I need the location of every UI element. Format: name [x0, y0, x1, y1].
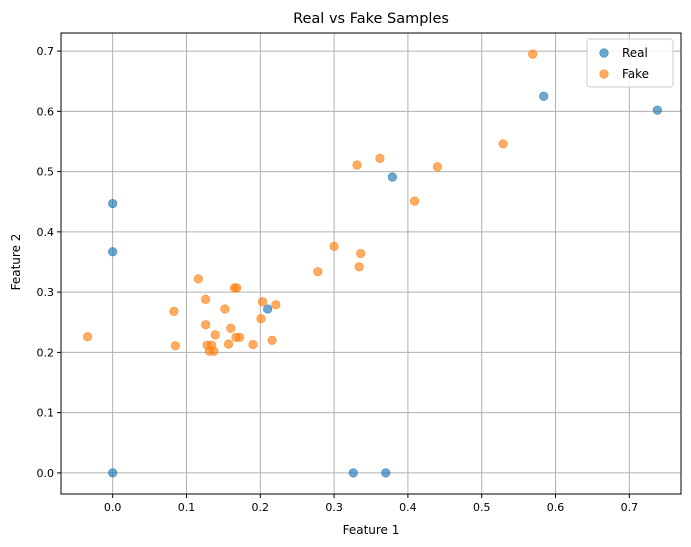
y-tick-label: 0.3 — [37, 286, 55, 299]
axis-ticks: 0.0 0.1 0.2 0.3 0.4 0.5 0.6 0.7 0.0 0.1 0.2 0.3 0.4 0… — [37, 45, 639, 514]
data-point-fake — [257, 297, 268, 307]
data-point-fake — [226, 323, 236, 333]
y-axis-label: Feature 2 — [9, 234, 23, 291]
data-point-fake — [313, 267, 323, 277]
data-point-fake — [201, 294, 211, 304]
data-point-real — [387, 172, 398, 182]
data-point-fake — [170, 341, 181, 351]
plot-frame — [60, 32, 682, 495]
x-tick-label: 0.1 — [178, 501, 196, 514]
data-point-fake — [220, 304, 230, 314]
x-tick-label: 0.3 — [325, 501, 343, 514]
data-point-fake — [232, 283, 242, 293]
data-point-fake — [223, 339, 234, 349]
x-tick-label: 0.0 — [104, 501, 122, 514]
legend-box — [586, 38, 674, 88]
data-point-fake — [354, 262, 364, 272]
data-point-fake — [267, 335, 277, 345]
y-tick-label: 0.1 — [37, 407, 55, 420]
legend-label-real: Real — [622, 46, 648, 60]
data-point-real — [263, 304, 273, 314]
legend-marker-fake — [599, 69, 609, 79]
data-point-real — [108, 247, 118, 257]
data-point-fake — [409, 196, 420, 206]
legend-marker-real — [599, 48, 609, 58]
data-point-fake — [82, 332, 93, 342]
y-tick-label: 0.5 — [37, 166, 55, 179]
data-point-fake — [352, 160, 362, 170]
data-point-fake — [209, 346, 219, 356]
legend-label-fake: Fake — [622, 67, 649, 81]
y-tick-label: 0.7 — [37, 45, 55, 58]
data-point-fake — [432, 162, 443, 172]
data-point-real — [348, 468, 358, 478]
data-point-fake — [271, 300, 281, 310]
data-point-fake — [235, 332, 245, 342]
data-point-fake — [375, 153, 385, 163]
y-tick-label: 0.0 — [37, 467, 55, 480]
y-tick-label: 0.4 — [37, 226, 55, 239]
data-point-fake — [169, 306, 179, 317]
data-point-fake — [498, 139, 508, 149]
data-point-fake — [248, 339, 258, 350]
data-point-real — [108, 198, 118, 209]
data-point-fake — [329, 241, 339, 251]
data-point-fake — [256, 314, 266, 324]
x-tick-label: 0.6 — [547, 501, 565, 514]
data-point-real — [652, 105, 662, 115]
data-points — [82, 49, 662, 478]
x-axis-label: Feature 1 — [343, 523, 400, 537]
x-tick-label: 0.4 — [399, 501, 417, 514]
data-point-real — [539, 91, 549, 101]
grid-lines — [61, 33, 681, 494]
data-point-fake — [193, 274, 203, 284]
x-tick-label: 0.2 — [252, 501, 270, 514]
data-point-fake — [356, 248, 366, 259]
y-tick-label: 0.2 — [37, 346, 55, 359]
legend: Real Fake — [586, 38, 674, 88]
y-tick-label: 0.6 — [37, 105, 55, 118]
data-point-real — [108, 468, 118, 478]
chart-title: Real vs Fake Samples — [293, 11, 449, 27]
data-point-fake — [528, 49, 538, 59]
data-point-fake — [201, 320, 211, 330]
x-tick-label: 0.7 — [621, 501, 639, 514]
data-point-real — [381, 468, 391, 478]
x-tick-label: 0.5 — [473, 501, 491, 514]
data-point-fake — [210, 330, 220, 340]
